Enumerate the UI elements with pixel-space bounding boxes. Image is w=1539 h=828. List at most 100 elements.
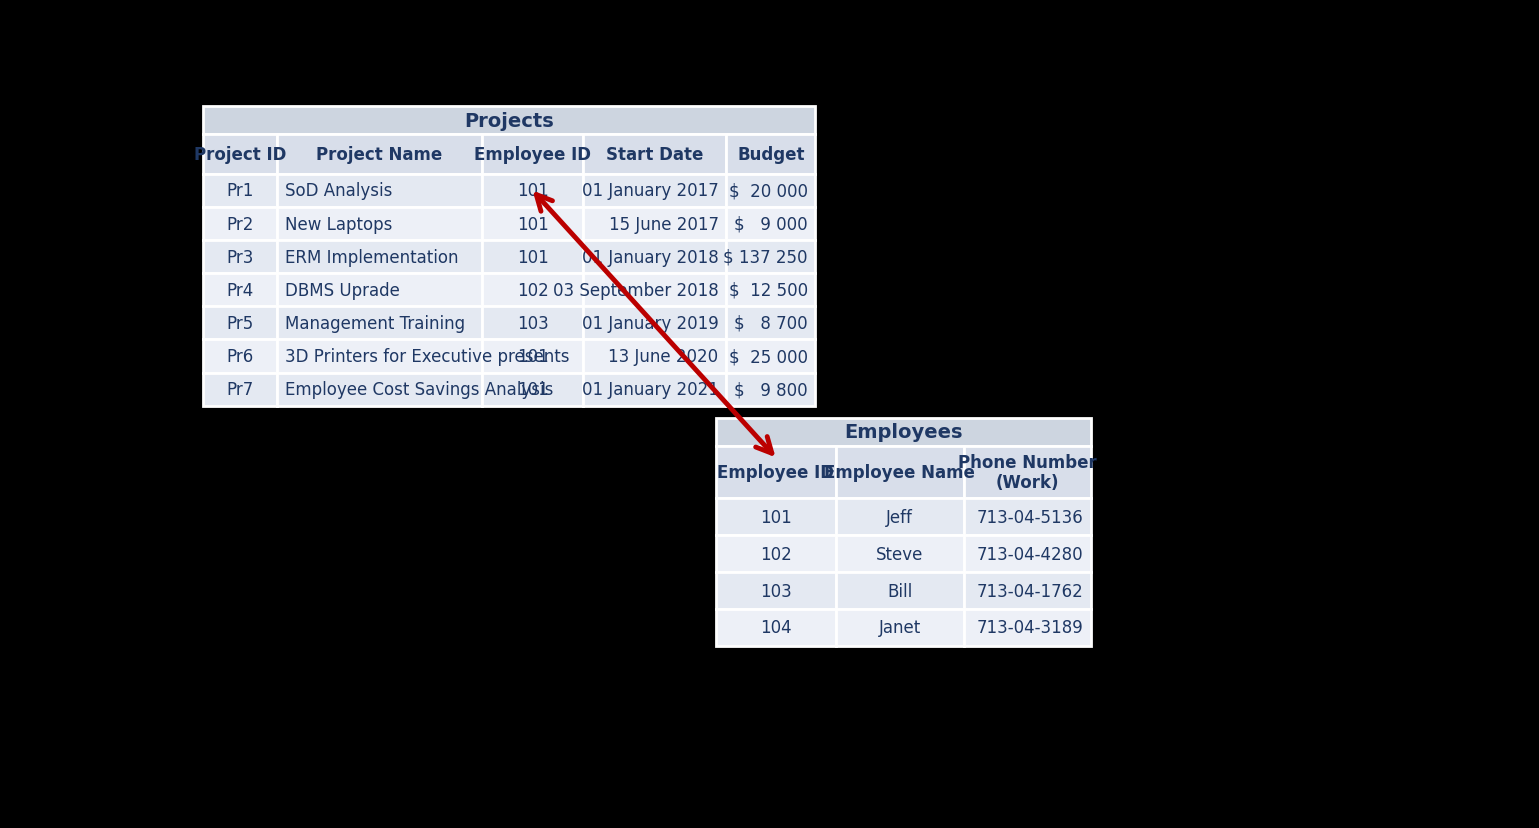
Text: Jeff: Jeff [886,508,913,526]
Text: Employee ID: Employee ID [717,464,834,481]
Text: Pr4: Pr4 [226,282,254,300]
Text: 101: 101 [760,508,791,526]
Text: 713-04-1762: 713-04-1762 [977,582,1083,599]
Bar [716,446,836,498]
Bar [836,498,963,536]
Text: 102: 102 [517,282,548,300]
Bar [726,241,816,274]
Text: 03 September 2018: 03 September 2018 [553,282,719,300]
Text: $   9 000: $ 9 000 [734,215,808,233]
Bar [836,536,963,572]
Text: 101: 101 [517,248,548,267]
Bar [583,340,726,373]
Bar [963,572,1091,609]
Text: $   9 800: $ 9 800 [734,381,808,398]
Bar [203,208,277,241]
Bar [203,373,277,407]
Text: 103: 103 [760,582,791,599]
Bar [726,175,816,208]
Text: New Laptops: New Laptops [285,215,392,233]
Text: 3D Printers for Executive presents: 3D Printers for Executive presents [285,348,569,366]
Bar [203,274,277,307]
Text: 01 January 2021: 01 January 2021 [582,381,719,398]
Bar [277,373,482,407]
Text: 713-04-4280: 713-04-4280 [977,545,1083,563]
Bar [583,307,726,340]
Text: Janet: Janet [879,619,920,637]
Bar [716,418,1091,446]
Text: Pr3: Pr3 [226,248,254,267]
Text: 101: 101 [517,381,548,398]
Text: Employees: Employees [845,423,963,442]
Text: 713-04-3189: 713-04-3189 [977,619,1083,637]
Text: Bill: Bill [886,582,913,599]
Bar [583,175,726,208]
Bar [482,241,583,274]
Bar [963,609,1091,646]
Bar [277,340,482,373]
Bar [277,208,482,241]
Text: 713-04-5136: 713-04-5136 [977,508,1083,526]
Text: $ 137 250: $ 137 250 [723,248,808,267]
Text: Project Name: Project Name [317,146,443,164]
Text: Employee ID: Employee ID [474,146,591,164]
Text: 103: 103 [517,315,548,333]
Bar [726,135,816,175]
Text: $  12 500: $ 12 500 [728,282,808,300]
Text: Budget: Budget [737,146,805,164]
Text: Employee Name: Employee Name [823,464,976,481]
Text: Projects: Projects [465,112,554,130]
Text: 01 January 2019: 01 January 2019 [582,315,719,333]
Text: Employee Cost Savings Analysis: Employee Cost Savings Analysis [285,381,553,398]
Bar [482,340,583,373]
Text: Pr1: Pr1 [226,182,254,200]
Text: Steve: Steve [876,545,923,563]
Bar [726,208,816,241]
Bar [203,135,277,175]
Bar [583,274,726,307]
Bar [716,609,836,646]
Bar [963,446,1091,498]
Bar [726,307,816,340]
Bar [203,307,277,340]
Bar [482,135,583,175]
Text: ERM Implementation: ERM Implementation [285,248,459,267]
Bar [482,208,583,241]
Bar [726,274,816,307]
Bar [277,307,482,340]
Bar [277,135,482,175]
Bar [716,572,836,609]
Text: 104: 104 [760,619,791,637]
Bar [583,135,726,175]
Bar [726,340,816,373]
Text: Pr6: Pr6 [226,348,254,366]
Bar [716,498,836,536]
Text: 15 June 2017: 15 June 2017 [608,215,719,233]
Bar [277,241,482,274]
Text: Management Training: Management Training [285,315,465,333]
Bar [836,609,963,646]
Text: DBMS Uprade: DBMS Uprade [285,282,400,300]
Text: Start Date: Start Date [606,146,703,164]
Text: $  20 000: $ 20 000 [729,182,808,200]
Bar [482,274,583,307]
Text: 01 January 2017: 01 January 2017 [582,182,719,200]
Bar [203,340,277,373]
Bar [583,208,726,241]
Text: Pr2: Pr2 [226,215,254,233]
Text: $  25 000: $ 25 000 [729,348,808,366]
Bar [836,446,963,498]
Bar [482,307,583,340]
Bar [726,373,816,407]
Text: 101: 101 [517,348,548,366]
Bar [716,536,836,572]
Text: Project ID: Project ID [194,146,286,164]
Bar [482,175,583,208]
Bar [203,241,277,274]
Text: 101: 101 [517,215,548,233]
Bar [482,373,583,407]
Bar [203,107,816,135]
Bar [836,572,963,609]
Bar [277,274,482,307]
Text: 13 June 2020: 13 June 2020 [608,348,719,366]
